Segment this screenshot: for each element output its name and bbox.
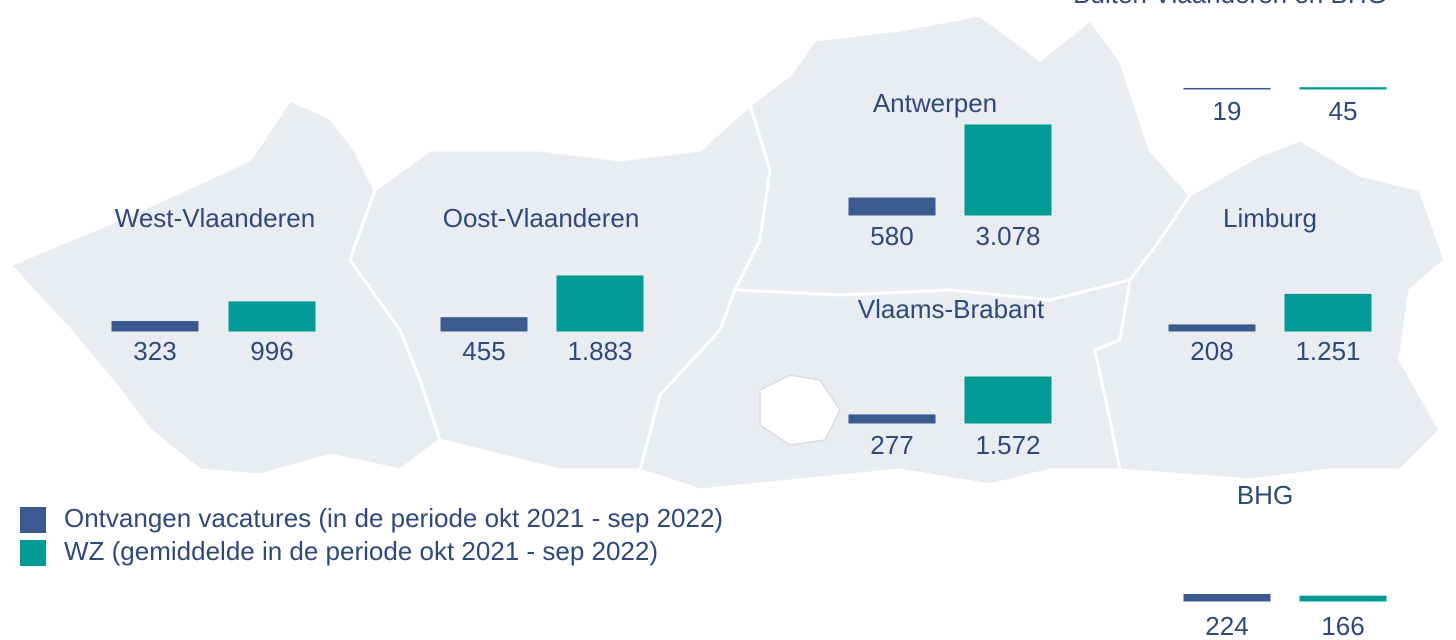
legend-swatch xyxy=(20,540,46,566)
region-name: Vlaams-Brabant xyxy=(858,294,1045,324)
region-name: West-Vlaanderen xyxy=(115,203,315,233)
value-label: 580 xyxy=(870,221,913,251)
limburg-shape xyxy=(1093,138,1447,482)
antwerpen-shape xyxy=(732,13,1192,302)
bar xyxy=(111,321,199,332)
value-label: 166 xyxy=(1321,611,1364,640)
value-label: 208 xyxy=(1190,336,1233,366)
bar xyxy=(848,197,936,216)
value-label: 1.883 xyxy=(567,336,632,366)
value-label: 277 xyxy=(870,430,913,460)
value-label: 455 xyxy=(462,336,505,366)
vlaams-brabant-shape xyxy=(638,277,1132,492)
legend-label: Ontvangen vacatures (in de periode okt 2… xyxy=(64,503,723,533)
legend-label: WZ (gemiddelde in de periode okt 2021 - … xyxy=(64,536,658,566)
bar xyxy=(440,317,528,332)
value-label: 1.251 xyxy=(1295,336,1360,366)
bar xyxy=(1299,595,1387,602)
bar xyxy=(1183,593,1271,602)
bar xyxy=(1299,87,1387,90)
region-name: Oost-Vlaanderen xyxy=(443,203,640,233)
value-label: 45 xyxy=(1329,96,1358,126)
value-label: 1.572 xyxy=(975,430,1040,460)
bar xyxy=(848,414,936,424)
value-label: 323 xyxy=(133,336,176,366)
outside-title: Buiten Vlaanderen en BHG xyxy=(1073,0,1387,9)
value-label: 996 xyxy=(250,336,293,366)
bar xyxy=(228,301,316,332)
bar xyxy=(964,124,1052,216)
region-name: BHG xyxy=(1237,480,1293,510)
bar xyxy=(1183,87,1271,90)
value-label: 3.078 xyxy=(975,221,1040,251)
bhg-shape xyxy=(759,374,841,446)
bar xyxy=(1284,293,1372,332)
bar xyxy=(556,275,644,332)
region-name: Antwerpen xyxy=(873,88,997,118)
region-name: Limburg xyxy=(1223,203,1317,233)
value-label: 19 xyxy=(1213,96,1242,126)
map-shapes xyxy=(7,13,1447,492)
bar xyxy=(964,376,1052,424)
value-label: 224 xyxy=(1205,611,1248,640)
legend-swatch xyxy=(20,507,46,533)
bar xyxy=(1168,324,1256,332)
